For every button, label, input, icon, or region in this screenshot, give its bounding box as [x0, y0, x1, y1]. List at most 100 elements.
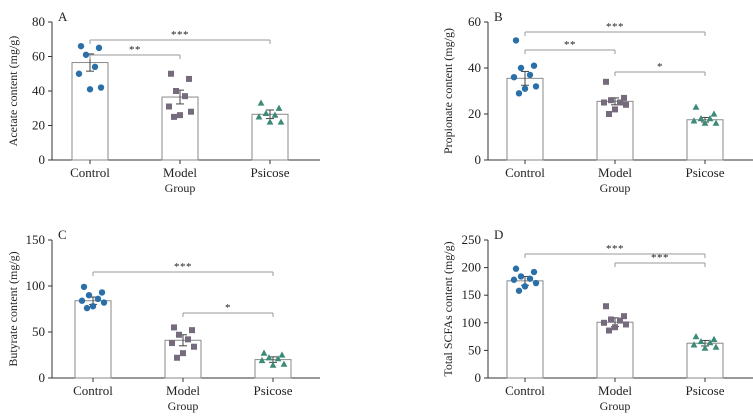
data-point-psicose — [278, 351, 286, 358]
x-axis-title: Group — [168, 399, 199, 413]
data-point-psicose — [260, 349, 268, 356]
bar-model — [596, 321, 634, 379]
data-point-model — [601, 99, 607, 106]
data-point-psicose — [274, 355, 282, 362]
panel-A: 0 20 40 60 80 Acetate content (mg/g) A Control M… — [6, 9, 320, 195]
y-tick-label: 0 — [475, 370, 482, 385]
y-tick-label: 200 — [462, 260, 482, 275]
data-point-model — [166, 103, 172, 110]
x-axis-title: Group — [600, 399, 631, 413]
data-point-control — [532, 279, 540, 287]
data-point-psicose — [712, 119, 720, 126]
data-point-control — [83, 304, 91, 312]
data-point-psicose — [692, 333, 700, 340]
y-tick-label: 50 — [468, 342, 481, 357]
y-tick-label: 0 — [475, 152, 482, 167]
data-point-psicose — [255, 113, 263, 120]
data-point-psicose — [697, 337, 705, 345]
y-tick-label: 60 — [468, 14, 481, 29]
data-point-control — [512, 265, 520, 272]
data-point-control — [98, 289, 106, 296]
data-point-model — [623, 321, 629, 328]
y-tick-label: 100 — [26, 278, 46, 293]
data-point-model — [606, 111, 612, 117]
data-point-control — [95, 44, 103, 52]
data-point-psicose — [277, 118, 285, 125]
significance-label: * — [225, 302, 231, 314]
data-point-control — [521, 85, 529, 92]
x-tick-label: Psicose — [254, 383, 293, 398]
data-point-control — [510, 276, 518, 283]
data-point-model — [180, 350, 186, 357]
y-tick-label: 250 — [462, 232, 482, 247]
data-point-control — [530, 62, 538, 69]
panel-D: 0 50 100 150 200 250 Total SCFAs content (mg/g… — [441, 227, 753, 413]
significance-label: ** — [564, 39, 576, 51]
data-point-model — [612, 106, 618, 113]
data-point-control — [82, 51, 90, 58]
y-tick-label: 50 — [32, 324, 45, 339]
data-point-psicose — [258, 356, 266, 364]
data-point-control — [521, 283, 529, 290]
significance-label: *** — [174, 261, 192, 273]
data-point-psicose — [690, 341, 698, 348]
data-point-psicose — [710, 110, 718, 117]
data-point-psicose — [697, 115, 705, 122]
y-tick-label: 150 — [462, 287, 482, 302]
data-point-control — [517, 64, 525, 72]
data-point-psicose — [275, 104, 283, 111]
data-point-control — [526, 71, 534, 79]
data-point-model — [603, 303, 609, 310]
significance-label: ** — [129, 44, 141, 56]
data-point-control — [510, 74, 518, 81]
data-point-model — [185, 336, 191, 343]
data-point-psicose — [701, 344, 709, 351]
data-point-model — [182, 93, 188, 100]
data-point-model — [177, 112, 183, 119]
y-tick-label: 60 — [32, 49, 45, 64]
significance-label: *** — [171, 29, 189, 41]
data-point-control — [91, 63, 99, 71]
data-point-model — [608, 97, 614, 104]
bar-control — [71, 62, 109, 161]
significance-label: * — [657, 61, 663, 73]
y-tick-label: 80 — [32, 14, 45, 29]
data-point-control — [78, 297, 86, 304]
bar-control — [506, 77, 544, 161]
data-point-psicose — [690, 117, 698, 124]
data-point-model — [617, 99, 623, 106]
y-tick-label: 0 — [39, 152, 46, 167]
panel-letter: B — [494, 9, 503, 24]
data-point-control — [97, 84, 105, 91]
y-axis-title: Butyrate content (mg/g) — [6, 251, 20, 366]
significance-label: *** — [651, 252, 669, 264]
data-point-control — [512, 37, 520, 44]
data-point-psicose — [262, 109, 270, 117]
x-tick-label: Psicose — [686, 383, 725, 398]
data-point-model — [176, 331, 182, 338]
data-point-model — [189, 327, 195, 334]
data-point-control — [75, 70, 83, 77]
data-point-psicose — [701, 119, 709, 126]
x-tick-label: Control — [505, 165, 545, 180]
y-tick-label: 40 — [32, 83, 45, 98]
y-tick-label: 0 — [39, 370, 46, 385]
x-axis-title: Group — [600, 181, 631, 195]
data-point-model — [612, 324, 618, 331]
x-tick-label: Control — [70, 165, 110, 180]
x-tick-label: Control — [73, 383, 113, 398]
x-tick-label: Control — [505, 383, 545, 398]
y-tick-label: 150 — [26, 232, 46, 247]
data-point-model — [171, 113, 177, 120]
bar-control — [506, 280, 544, 379]
data-point-model — [608, 316, 614, 323]
panel-C: 0 50 100 150 Butyrate content (mg/g) C Control… — [6, 227, 320, 413]
x-tick-label: Psicose — [251, 165, 290, 180]
data-point-model — [601, 319, 607, 326]
bar-control — [74, 300, 112, 379]
data-point-psicose — [710, 335, 718, 342]
x-tick-label: Model — [598, 383, 632, 398]
y-tick-label: 100 — [462, 315, 482, 330]
data-point-model — [606, 327, 612, 334]
